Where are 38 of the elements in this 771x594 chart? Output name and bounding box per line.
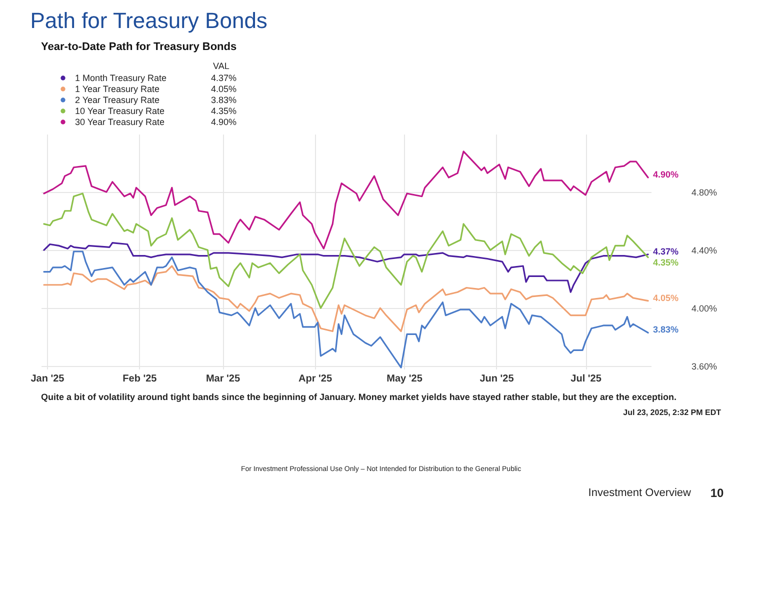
legend-label: 1 Year Treasury Rate bbox=[75, 84, 160, 94]
y-tick-label: 4.00% bbox=[692, 304, 718, 314]
data-label: 4.37% bbox=[653, 246, 679, 256]
line-series bbox=[43, 150, 649, 250]
text: Quite a bit of volatility around tight bands since the beginning of January. Money market yields have stayed rather stable, but they are the exception. bbox=[41, 392, 676, 402]
y-tick-label: 4.80% bbox=[692, 188, 718, 198]
chart-title: Path for Treasury Bonds bbox=[30, 8, 268, 33]
y-tick-label: 4.40% bbox=[692, 246, 718, 256]
line-series bbox=[43, 192, 649, 309]
text: 3.83% bbox=[211, 95, 237, 105]
line-series bbox=[43, 242, 649, 293]
data-label: 3.83% bbox=[653, 324, 679, 335]
data-label: 4.05% bbox=[653, 292, 679, 303]
text: 4.05% bbox=[211, 84, 237, 94]
x-tick-label: Jul '25 bbox=[570, 374, 602, 384]
legend-title: VAL bbox=[213, 61, 230, 71]
text: 4.35% bbox=[211, 106, 237, 116]
legend-label: 30 Year Treasury Rate bbox=[75, 117, 165, 127]
x-tick-label: Apr '25 bbox=[298, 374, 332, 384]
line-series bbox=[43, 250, 649, 368]
x-tick-label: Feb '25 bbox=[122, 374, 158, 384]
text: Jul 23, 2025, 2:32 PM EDT bbox=[623, 408, 722, 417]
chart-subtitle: Year-to-Date Path for Treasury Bonds bbox=[41, 41, 237, 53]
text: 4.90% bbox=[211, 117, 237, 127]
data-label: 4.35% bbox=[653, 257, 679, 268]
text: Investment Overview bbox=[588, 487, 692, 499]
x-tick-label: Jan '25 bbox=[30, 374, 65, 384]
y-tick-label: 3.60% bbox=[692, 362, 718, 372]
x-tick-label: Mar '25 bbox=[206, 374, 240, 384]
x-tick-label: May '25 bbox=[386, 374, 423, 384]
x-tick-label: Jun '25 bbox=[480, 374, 514, 384]
legend-label: 1 Month Treasury Rate bbox=[75, 73, 167, 83]
legend-label: 10 Year Treasury Rate bbox=[75, 106, 165, 116]
legend-label: 2 Year Treasury Rate bbox=[75, 95, 160, 105]
data-label: 4.90% bbox=[653, 170, 679, 180]
text: 10 bbox=[710, 486, 724, 500]
text: 4.37% bbox=[211, 73, 237, 83]
line-series bbox=[43, 265, 649, 332]
